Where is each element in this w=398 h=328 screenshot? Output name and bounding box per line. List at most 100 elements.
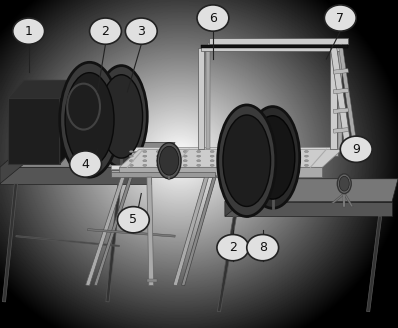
Ellipse shape: [183, 155, 187, 157]
Polygon shape: [0, 143, 28, 184]
Polygon shape: [111, 172, 215, 177]
Ellipse shape: [338, 174, 351, 194]
Polygon shape: [333, 88, 349, 94]
Polygon shape: [333, 69, 349, 74]
Ellipse shape: [224, 151, 228, 153]
Polygon shape: [367, 216, 382, 312]
Ellipse shape: [170, 155, 174, 157]
Ellipse shape: [60, 62, 119, 177]
Ellipse shape: [291, 155, 295, 157]
Polygon shape: [119, 149, 342, 167]
Ellipse shape: [143, 151, 147, 153]
Polygon shape: [106, 184, 121, 302]
Ellipse shape: [246, 107, 300, 208]
Polygon shape: [343, 194, 345, 207]
Polygon shape: [8, 98, 60, 164]
Ellipse shape: [264, 155, 268, 157]
Ellipse shape: [339, 176, 349, 191]
Ellipse shape: [264, 164, 268, 166]
Polygon shape: [16, 236, 119, 247]
Polygon shape: [181, 175, 217, 286]
Polygon shape: [111, 165, 314, 169]
Ellipse shape: [223, 115, 271, 206]
Circle shape: [217, 235, 249, 261]
Polygon shape: [119, 167, 322, 177]
Polygon shape: [88, 229, 175, 237]
Polygon shape: [333, 108, 349, 113]
Polygon shape: [0, 143, 175, 167]
Polygon shape: [201, 45, 340, 51]
Circle shape: [340, 136, 372, 162]
Text: 4: 4: [82, 157, 90, 171]
Ellipse shape: [156, 160, 160, 162]
Ellipse shape: [277, 155, 281, 157]
Ellipse shape: [65, 72, 114, 167]
Text: 6: 6: [209, 11, 217, 25]
Ellipse shape: [143, 160, 147, 162]
Circle shape: [125, 18, 157, 44]
Ellipse shape: [304, 164, 308, 166]
Polygon shape: [173, 175, 209, 286]
Ellipse shape: [264, 160, 268, 162]
Ellipse shape: [304, 151, 308, 153]
Ellipse shape: [96, 66, 147, 167]
Polygon shape: [8, 80, 76, 98]
Ellipse shape: [250, 116, 295, 199]
Polygon shape: [217, 216, 236, 312]
Text: 9: 9: [352, 143, 360, 156]
Polygon shape: [225, 179, 398, 202]
Ellipse shape: [170, 164, 174, 166]
Polygon shape: [94, 175, 133, 286]
Polygon shape: [330, 47, 351, 150]
Ellipse shape: [210, 164, 214, 166]
Ellipse shape: [251, 160, 255, 162]
Polygon shape: [0, 167, 151, 184]
Ellipse shape: [224, 160, 228, 162]
Polygon shape: [225, 179, 249, 216]
Polygon shape: [86, 175, 125, 286]
Polygon shape: [147, 279, 157, 282]
Ellipse shape: [156, 151, 160, 153]
Ellipse shape: [197, 164, 201, 166]
Ellipse shape: [197, 155, 201, 157]
Ellipse shape: [251, 151, 255, 153]
Circle shape: [324, 5, 356, 31]
Ellipse shape: [197, 151, 201, 153]
Polygon shape: [111, 170, 314, 174]
Ellipse shape: [183, 164, 187, 166]
Ellipse shape: [218, 105, 276, 216]
Polygon shape: [131, 152, 338, 156]
Ellipse shape: [237, 160, 241, 162]
Polygon shape: [208, 43, 347, 46]
Text: 2: 2: [229, 241, 237, 254]
Text: 8: 8: [259, 241, 267, 254]
Ellipse shape: [160, 146, 179, 175]
Circle shape: [13, 18, 45, 44]
Ellipse shape: [129, 160, 133, 162]
Ellipse shape: [156, 164, 160, 166]
Circle shape: [197, 5, 229, 31]
Ellipse shape: [129, 155, 133, 157]
Ellipse shape: [277, 164, 281, 166]
Text: 5: 5: [129, 213, 137, 226]
Polygon shape: [338, 44, 357, 146]
Text: 7: 7: [336, 11, 344, 25]
Ellipse shape: [210, 155, 214, 157]
Ellipse shape: [224, 164, 228, 166]
Polygon shape: [333, 128, 349, 133]
Polygon shape: [201, 45, 348, 48]
Polygon shape: [60, 80, 76, 164]
Ellipse shape: [237, 155, 241, 157]
Circle shape: [117, 207, 149, 233]
Ellipse shape: [237, 164, 241, 166]
Text: 2: 2: [101, 25, 109, 38]
Ellipse shape: [210, 151, 214, 153]
Ellipse shape: [143, 155, 147, 157]
Circle shape: [247, 235, 279, 261]
Ellipse shape: [100, 75, 142, 158]
Ellipse shape: [237, 151, 241, 153]
Text: 1: 1: [25, 25, 33, 38]
Ellipse shape: [197, 160, 201, 162]
Ellipse shape: [251, 164, 255, 166]
Ellipse shape: [170, 151, 174, 153]
